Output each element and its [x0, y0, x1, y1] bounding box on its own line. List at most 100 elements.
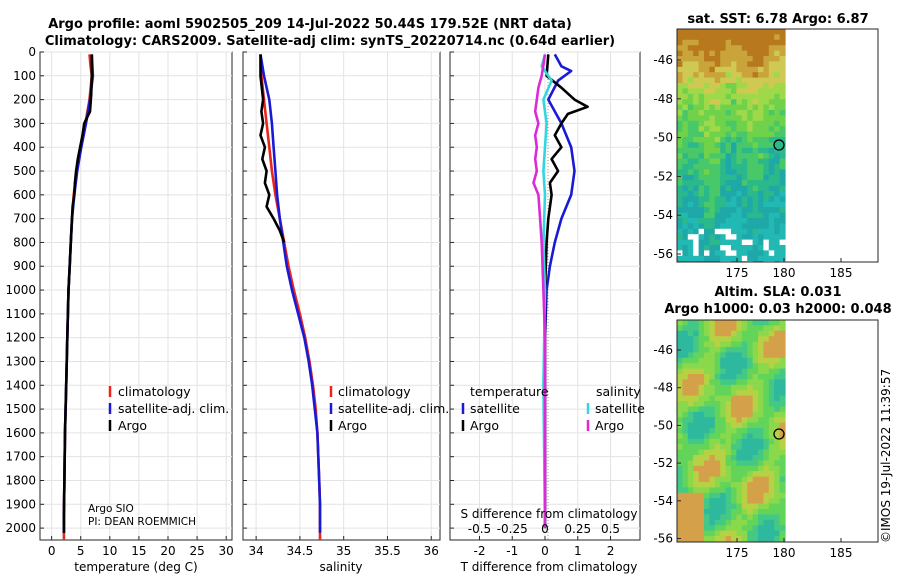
sst-map-cell — [687, 250, 694, 257]
salinity-grid — [243, 51, 440, 540]
sla-map-cell — [682, 482, 689, 488]
sla-map-cell — [693, 347, 700, 353]
sla-map-cell — [752, 395, 759, 402]
sst-map-cell — [677, 115, 683, 122]
sst-map-cell — [704, 180, 710, 187]
sst-map-cell — [752, 169, 759, 176]
sst-map-cell — [758, 239, 764, 246]
sst-map-cell — [747, 56, 754, 62]
sst-map-cell — [768, 218, 775, 224]
sst-map-cell — [725, 142, 732, 149]
salinity-xtick-label: 34.5 — [287, 544, 314, 558]
sla-map-cell — [682, 428, 689, 434]
sla-map-cell — [747, 341, 754, 348]
sst-map-cell — [779, 255, 786, 262]
sst-map-cell — [741, 164, 748, 170]
sst-map-cell — [720, 104, 727, 111]
sla-map-cell — [704, 417, 710, 424]
sla-map-cell — [725, 336, 732, 343]
sla-map-cell — [687, 406, 694, 413]
sla-map-lon-tick-label: 180 — [773, 546, 796, 560]
sla-map-cell — [736, 438, 743, 445]
sla-map-cell — [774, 460, 781, 467]
sst-map-cell — [779, 250, 786, 257]
sla-map-cell — [768, 379, 775, 386]
sla-map-cell — [752, 325, 759, 332]
sla-map-cell — [687, 471, 694, 478]
sla-map-cell — [677, 476, 683, 483]
sla-map-cell — [677, 390, 683, 397]
sla-map-cell — [698, 525, 705, 532]
sla-map-cell — [736, 417, 743, 424]
sla-map-cell — [774, 482, 781, 488]
salinity-xtick-label: 34 — [248, 544, 263, 558]
sla-map-cell — [682, 444, 689, 451]
sla-map-cell — [774, 341, 781, 348]
sla-map-cell — [763, 320, 770, 326]
sst-map-cell — [720, 142, 727, 149]
sst-map-cell — [731, 77, 737, 84]
sla-map-cell — [774, 444, 781, 451]
sst-map-cell — [741, 174, 748, 181]
sla-map-cell — [736, 482, 743, 488]
sst-map-cell — [704, 77, 710, 84]
sst-map-cell — [736, 45, 743, 52]
sst-map-cell — [704, 196, 710, 203]
sst-map-cell — [725, 174, 732, 181]
sla-map-cell — [731, 341, 737, 348]
sst-map-cell — [687, 180, 694, 187]
sla-map-cell — [779, 368, 786, 375]
sla-map-cell — [731, 417, 737, 424]
sst-map-cell — [720, 212, 727, 219]
sst-map-cell — [779, 104, 786, 111]
sst-map-cell — [682, 126, 689, 133]
sla-map-cell — [736, 368, 743, 375]
sla-map-cell — [736, 444, 743, 451]
sla-map-cell — [687, 444, 694, 451]
sst-map-cell — [763, 131, 770, 138]
sla-map-cell — [682, 433, 689, 440]
sst-map-cell — [741, 185, 748, 192]
sst-map-cell — [687, 120, 694, 127]
sst-map-cell — [747, 207, 754, 214]
sla-map-cell — [714, 374, 721, 380]
sla-map-cell — [714, 476, 721, 483]
sla-map-cell — [682, 357, 689, 364]
sst-map-cell — [768, 164, 775, 170]
sst-map-cell — [704, 174, 710, 181]
sst-map-cell — [698, 174, 705, 181]
sla-map-cell — [747, 395, 754, 402]
sla-map-cell — [714, 341, 721, 348]
sla-map-cell — [752, 384, 759, 391]
sst-map-cell — [720, 126, 727, 133]
sla-map-cell — [704, 320, 710, 326]
sla-map-cell — [747, 482, 754, 488]
sst-map-cell — [725, 158, 732, 165]
sst-map-cell — [714, 142, 721, 149]
sla-map-cell — [704, 455, 710, 461]
sla-map-cell — [758, 498, 764, 505]
sla-map-cell — [736, 514, 743, 521]
sst-map-cell — [693, 115, 700, 122]
sla-map-cell — [736, 401, 743, 407]
sst-map-cell — [714, 207, 721, 214]
sst-map-cell — [698, 45, 705, 52]
sst-map-cell — [698, 137, 705, 143]
sst-map-cell — [736, 77, 743, 84]
sst-map-cell — [752, 153, 759, 160]
sst-map-cell — [687, 110, 694, 116]
sst-map-cell — [779, 45, 786, 52]
sla-map-cell — [763, 503, 770, 510]
sst-map-cell — [763, 77, 770, 84]
sst-map-cell — [698, 93, 705, 100]
legend-temp-argo-label: Argo — [470, 418, 499, 433]
sst-map-cell — [736, 50, 743, 57]
sst-map-cell — [709, 218, 716, 224]
sst-map-cell — [698, 218, 705, 224]
sst-map-cell — [687, 137, 694, 143]
sla-map-cell — [741, 330, 748, 337]
sla-map-cell — [677, 525, 683, 532]
sst-map-cell — [687, 223, 694, 230]
sla-map-cell — [758, 482, 764, 488]
sst-map-cell — [758, 169, 764, 176]
